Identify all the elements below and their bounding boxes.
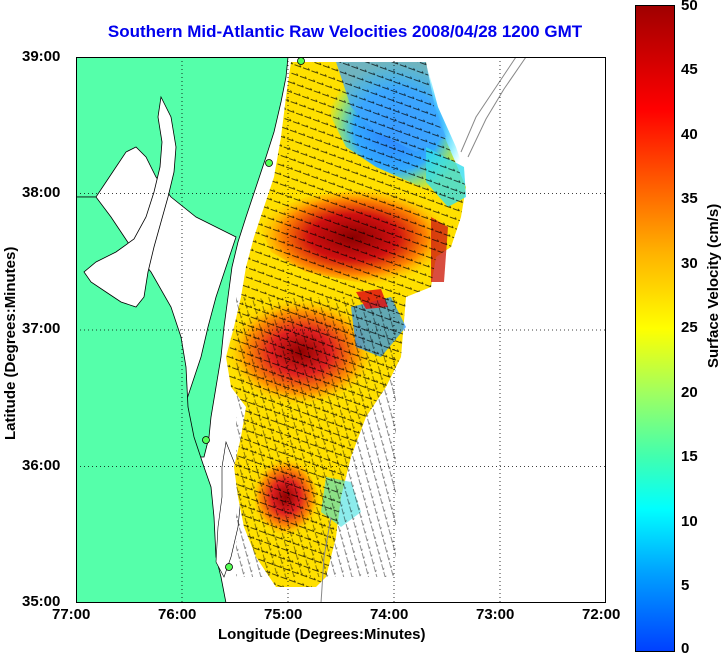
x-tick-label: 73:00 [476,606,515,623]
x-tick-label: 76:00 [158,606,197,623]
colorbar-tick: 5 [681,577,690,594]
x-tick-label: 74:00 [370,606,409,623]
colorbar [635,5,675,652]
map-plot-area [76,57,606,603]
x-tick-label: 72:00 [582,606,621,623]
lat-lon-grid [76,57,606,603]
colorbar-tick: 0 [681,640,690,657]
bathymetry-contours [320,57,527,603]
y-tick-label: 38:00 [22,184,61,201]
y-axis-label: Latitude (Degrees:Minutes) [2,246,19,440]
colorbar-tick: 45 [681,61,698,78]
plot-frame [76,57,606,603]
x-tick-label: 77:00 [52,606,91,623]
x-axis-label: Longitude (Degrees:Minutes) [218,626,426,643]
chesapeake-bay [83,95,177,308]
colorbar-tick: 20 [681,384,698,401]
radar-station-marker [202,436,210,444]
colorbar-tick: 35 [681,190,698,207]
colorbar-tick: 15 [681,448,698,465]
colorbar-tick: 30 [681,255,698,272]
map-title: Southern Mid-Atlantic Raw Velocities 200… [107,22,583,41]
colorbar-tick: 10 [681,513,698,530]
y-tick-label: 35:00 [22,593,61,610]
land-mass-south [76,196,227,603]
colorbar-tick: 50 [681,0,698,14]
radar-stations [202,57,305,571]
colorbar-tick: 25 [681,319,698,336]
y-tick-label: 37:00 [22,320,61,337]
radar-station-marker [297,57,305,65]
radar-station-marker [225,563,233,571]
velocity-field [226,62,468,587]
y-tick-label: 39:00 [22,48,61,65]
y-tick-label: 36:00 [22,457,61,474]
radar-station-marker [265,159,273,167]
colorbar-tick: 40 [681,126,698,143]
x-tick-label: 75:00 [264,606,303,623]
colorbar-label: Surface Velocity (cm/s) [705,203,722,368]
